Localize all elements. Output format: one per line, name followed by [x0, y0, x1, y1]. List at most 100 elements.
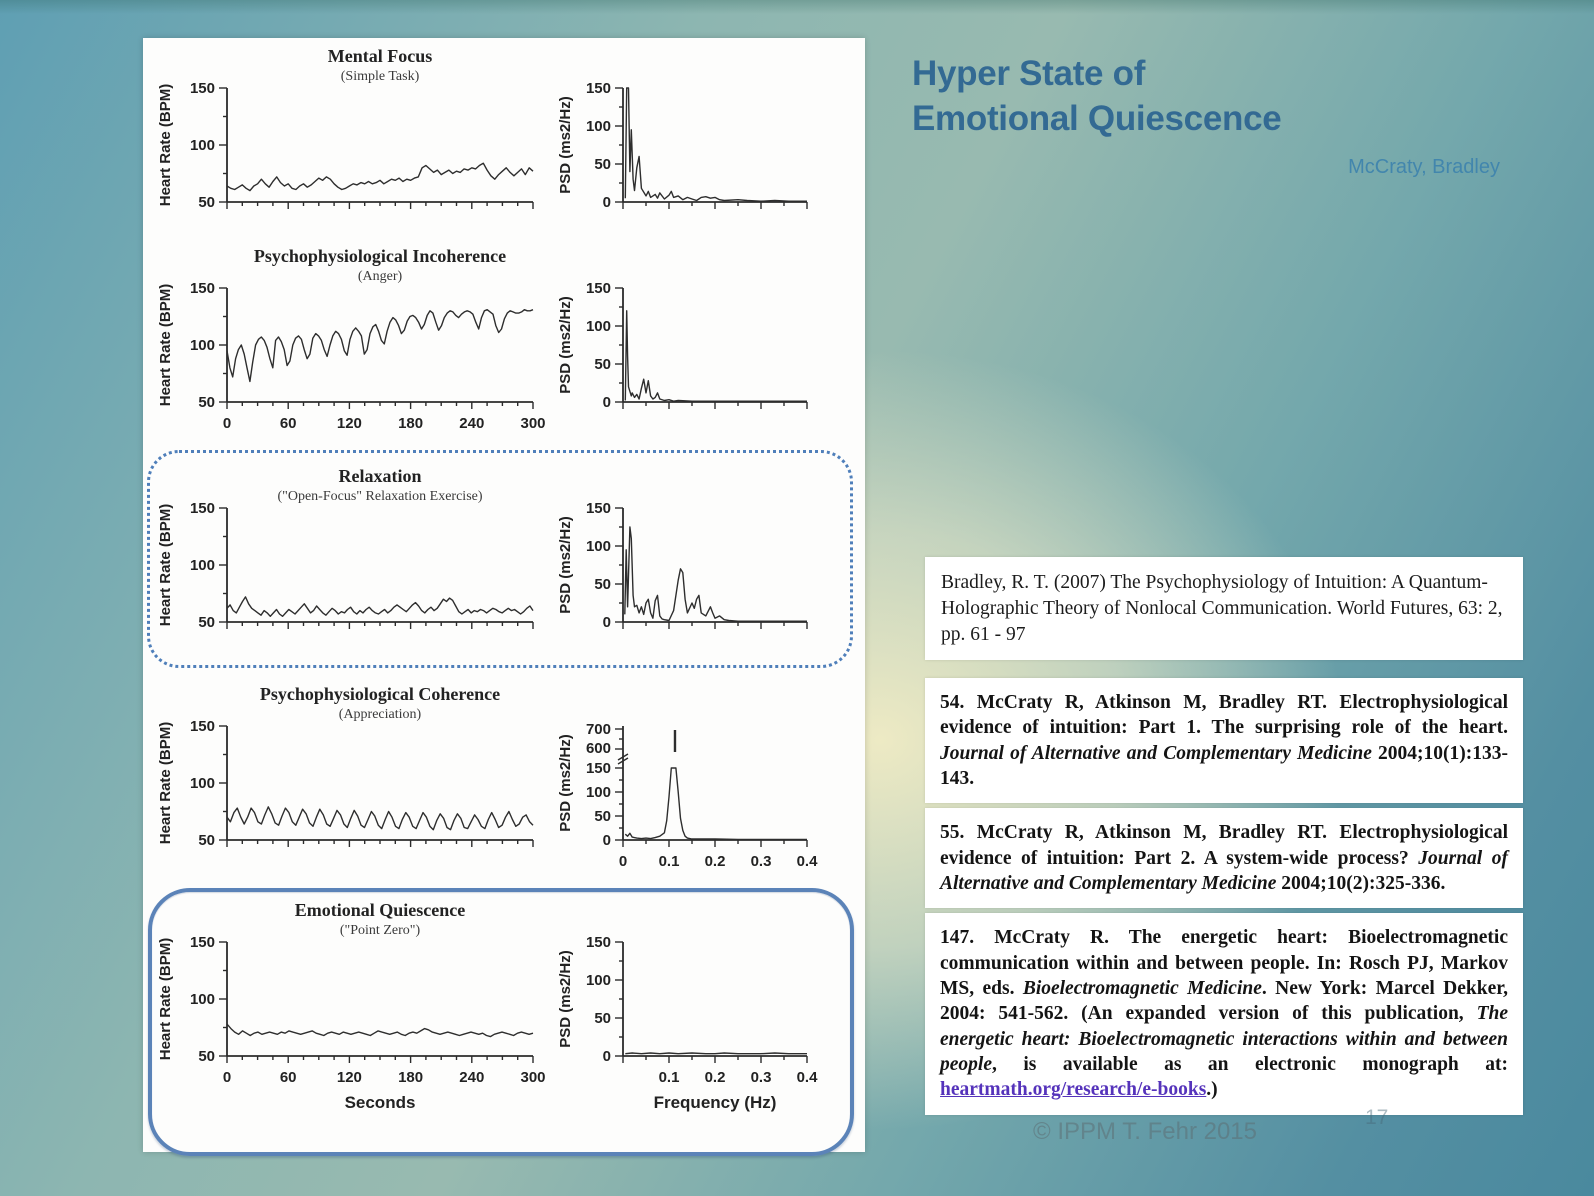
heart-rate-chart: Emotional Quiescence ("Point Zero") Heart … [157, 900, 546, 1112]
reference-text: The energetic heart: Bioelectromagnetic … [940, 1003, 1508, 1076]
reference-text: .) [1206, 1079, 1218, 1101]
svg-text:180: 180 [398, 415, 423, 432]
svg-text:Heart Rate (BPM): Heart Rate (BPM) [157, 938, 174, 1061]
psd-chart: PSD (ms2/Hz) 0 50 100 150 0.1 0.2 0.3 0.4 Frequen… [557, 934, 818, 1112]
svg-text:Relaxation: Relaxation [339, 466, 422, 486]
svg-text:50: 50 [594, 808, 611, 825]
svg-text:50: 50 [198, 194, 215, 211]
svg-text:100: 100 [190, 137, 215, 154]
svg-text:240: 240 [459, 1069, 484, 1086]
svg-text:100: 100 [586, 538, 611, 555]
page-number: 17 [1365, 1106, 1389, 1129]
svg-text:150: 150 [586, 80, 611, 97]
svg-text:120: 120 [337, 415, 362, 432]
svg-text:PSD (ms2/Hz): PSD (ms2/Hz) [557, 950, 574, 1048]
svg-text:0.1: 0.1 [659, 1069, 680, 1086]
svg-text:Psychophysiological Incoherenc: Psychophysiological Incoherence [254, 246, 506, 266]
svg-text:150: 150 [190, 500, 215, 517]
figure-panel: Mental Focus (Simple Task) Heart Rate (BPM… [143, 38, 865, 1156]
reference-text: , is available as an electronic monograp… [991, 1054, 1508, 1076]
svg-text:0.1: 0.1 [659, 853, 680, 870]
reference-text: Journal of Alternative and Complementary… [940, 742, 1372, 764]
heart-rate-chart: Psychophysiological Coherence (Appreciati… [157, 684, 534, 849]
svg-text:Psychophysiological Coherence: Psychophysiological Coherence [260, 684, 500, 704]
svg-text:150: 150 [190, 80, 215, 97]
chart-row-mental-focus: Mental Focus (Simple Task) Heart Rate (BPM… [143, 42, 823, 214]
svg-text:50: 50 [198, 394, 215, 411]
svg-text:300: 300 [520, 1069, 545, 1086]
reference-text: . New York: Marcel Dekker, 2004: 541-562… [940, 978, 1508, 1025]
svg-text:0: 0 [223, 1069, 231, 1086]
svg-text:100: 100 [190, 337, 215, 354]
svg-text:120: 120 [337, 1069, 362, 1086]
svg-text:Heart Rate (BPM): Heart Rate (BPM) [157, 722, 174, 845]
svg-text:150: 150 [586, 760, 611, 777]
svg-text:100: 100 [190, 557, 215, 574]
reference-text: 54. McCraty R, Atkinson M, Bradley RT. E… [940, 692, 1508, 739]
svg-text:(Appreciation): (Appreciation) [339, 707, 422, 722]
psd-chart: PSD (ms2/Hz) 0 50 100 150 [557, 280, 808, 411]
svg-text:700: 700 [586, 721, 611, 738]
svg-text:50: 50 [198, 614, 215, 631]
reference-text: 147. McCraty R. The energetic heart: Bio… [940, 927, 1508, 1000]
slide-title: Hyper State of Emotional Quiescence [912, 52, 1552, 142]
svg-text:50: 50 [594, 156, 611, 173]
svg-text:150: 150 [190, 934, 215, 951]
svg-text:50: 50 [198, 832, 215, 849]
svg-text:0: 0 [603, 832, 611, 849]
psd-chart: PSD (ms2/Hz) 0 50 100 150 [557, 500, 808, 631]
svg-text:150: 150 [190, 280, 215, 297]
svg-text:180: 180 [398, 1069, 423, 1086]
svg-text:150: 150 [190, 718, 215, 735]
svg-text:Frequency (Hz): Frequency (Hz) [654, 1093, 777, 1112]
svg-text:PSD (ms2/Hz): PSD (ms2/Hz) [557, 296, 574, 394]
reference-text: 2004;10(2):325-336. [1276, 873, 1446, 895]
svg-text:150: 150 [586, 934, 611, 951]
chart-row-quiescence: Emotional Quiescence ("Point Zero") Heart … [143, 896, 823, 1118]
svg-text:PSD (ms2/Hz): PSD (ms2/Hz) [557, 516, 574, 614]
svg-text:150: 150 [586, 280, 611, 297]
chart-row-incoherence: Psychophysiological Incoherence (Anger) He… [143, 242, 823, 436]
svg-text:Emotional Quiescence: Emotional Quiescence [295, 900, 465, 920]
svg-text:100: 100 [190, 775, 215, 792]
svg-text:150: 150 [586, 500, 611, 517]
svg-text:Mental Focus: Mental Focus [328, 46, 432, 66]
svg-text:50: 50 [594, 576, 611, 593]
svg-text:100: 100 [586, 784, 611, 801]
svg-text:0.2: 0.2 [705, 853, 726, 870]
reference-text: 2004;10(1):133-143. [940, 742, 1508, 790]
svg-text:100: 100 [586, 118, 611, 135]
reference-text: Journal of Alternative and Complementary… [940, 847, 1508, 895]
reference-text: Bioelectromagnetic Medicine [1022, 978, 1262, 1000]
svg-text:100: 100 [586, 972, 611, 989]
slide-title-line2: Emotional Quiescence [912, 98, 1282, 138]
svg-text:PSD (ms2/Hz): PSD (ms2/Hz) [557, 734, 574, 832]
svg-text:(Anger): (Anger) [358, 269, 403, 284]
svg-text:100: 100 [190, 991, 215, 1008]
reference-box-147: 147. McCraty R. The energetic heart: Bio… [925, 913, 1523, 1115]
svg-text:("Point Zero"): ("Point Zero") [340, 923, 421, 938]
svg-text:50: 50 [198, 1048, 215, 1065]
svg-text:0: 0 [223, 415, 231, 432]
svg-text:0.4: 0.4 [797, 853, 819, 870]
svg-text:50: 50 [594, 356, 611, 373]
svg-text:0: 0 [619, 853, 627, 870]
svg-text:0.3: 0.3 [751, 853, 772, 870]
svg-text:0.3: 0.3 [751, 1069, 772, 1086]
chart-row-relaxation: Relaxation ("Open-Focus" Relaxation Exerc… [143, 462, 823, 634]
heartmath-link[interactable]: heartmath.org/research/e-books [940, 1079, 1207, 1101]
heart-rate-chart: Relaxation ("Open-Focus" Relaxation Exerc… [157, 466, 534, 631]
svg-text:300: 300 [520, 415, 545, 432]
svg-text:100: 100 [586, 318, 611, 335]
svg-text:60: 60 [280, 415, 297, 432]
reference-list: 54. McCraty R, Atkinson M, Bradley RT. E… [925, 678, 1523, 1120]
svg-text:0: 0 [603, 1048, 611, 1065]
psd-chart: PSD (ms2/Hz) 0 50 100 150 [557, 80, 808, 211]
svg-text:240: 240 [459, 415, 484, 432]
svg-text:50: 50 [594, 1010, 611, 1027]
svg-text:0.2: 0.2 [705, 1069, 726, 1086]
svg-text:("Open-Focus" Relaxation Exerc: ("Open-Focus" Relaxation Exercise) [277, 489, 482, 504]
svg-text:Heart Rate (BPM): Heart Rate (BPM) [157, 84, 174, 207]
svg-text:Seconds: Seconds [345, 1093, 416, 1112]
